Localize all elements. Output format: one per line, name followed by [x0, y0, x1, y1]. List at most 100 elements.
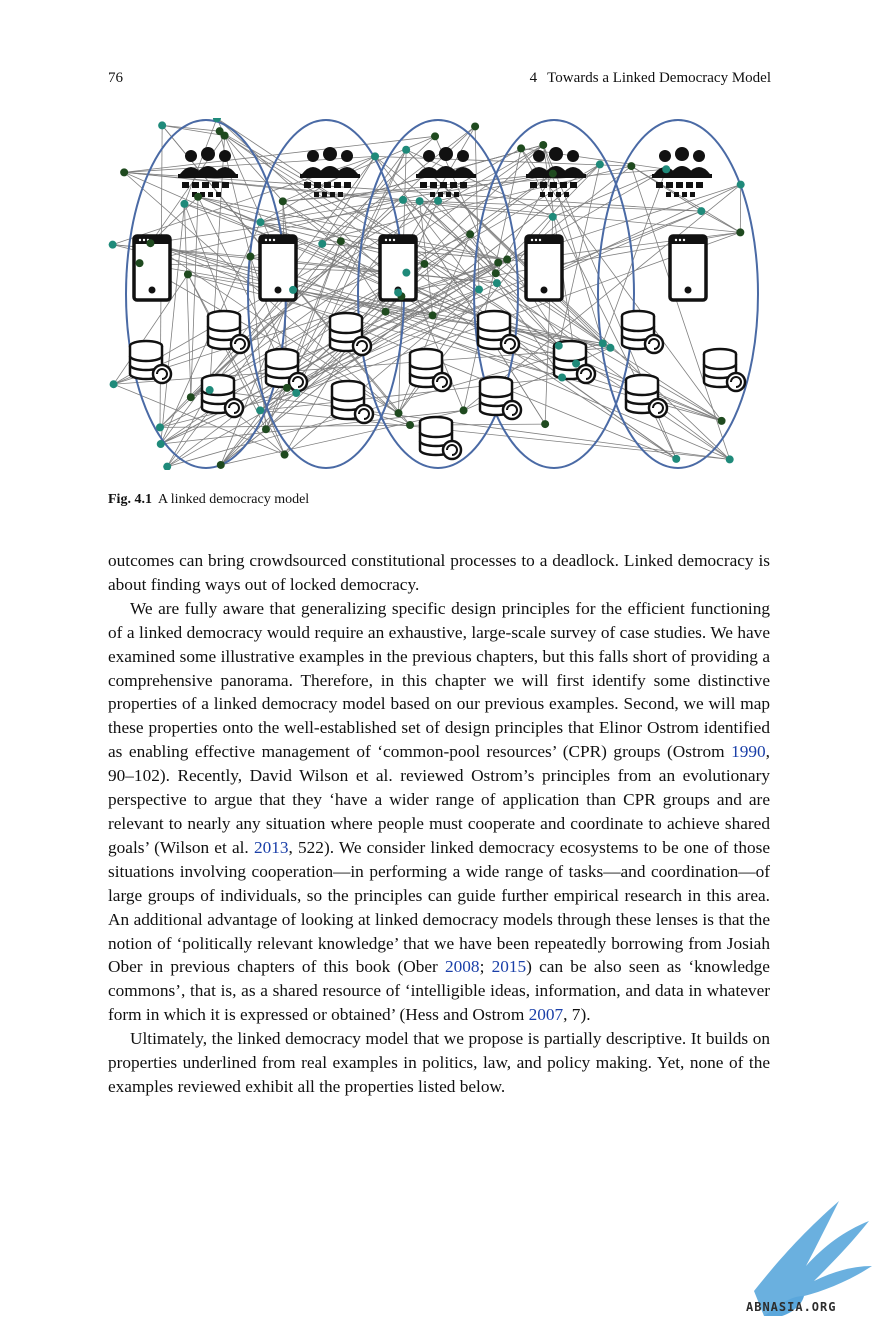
paragraph-2: We are fully aware that generalizing spe… — [108, 597, 770, 1027]
network-node — [394, 409, 403, 418]
smartphone-icon — [668, 234, 708, 302]
people-group-icon — [300, 147, 360, 197]
network-node — [261, 425, 270, 434]
network-link — [220, 292, 399, 466]
network-link — [495, 165, 632, 274]
network-link — [419, 200, 497, 274]
network-node — [595, 160, 604, 169]
network-link — [374, 156, 604, 344]
network-link — [405, 149, 604, 344]
citation-hess-ostrom-2007[interactable]: 2007 — [528, 1005, 564, 1025]
network-link — [292, 144, 544, 291]
network-node — [318, 239, 327, 248]
network-link — [190, 144, 544, 398]
database-sync-icon — [478, 375, 523, 421]
network-link — [374, 156, 480, 290]
network-link — [286, 282, 498, 389]
paragraph-1: outcomes can bring crowdsourced constitu… — [108, 551, 770, 594]
network-node — [108, 240, 117, 249]
network-link — [162, 124, 220, 132]
chapter-number: 4 — [529, 70, 538, 86]
network-link — [159, 289, 294, 428]
network-node — [381, 307, 390, 316]
network-link — [260, 144, 544, 223]
people-group-icon — [652, 147, 712, 197]
network-node — [697, 207, 706, 216]
network-node — [186, 393, 195, 402]
network-node — [156, 440, 165, 449]
citation-ostrom-1990[interactable]: 1990 — [731, 742, 766, 762]
network-node — [548, 169, 557, 178]
network-node — [280, 450, 289, 459]
cluster-ellipse — [473, 119, 635, 469]
paragraph-2-text-b: , 90–102). Recently, David Wilson et al.… — [108, 742, 770, 857]
network-node — [539, 140, 548, 149]
network-node — [158, 121, 167, 130]
network-link — [139, 262, 603, 344]
network-link — [282, 173, 553, 202]
network-link — [250, 165, 632, 257]
network-link — [219, 130, 722, 422]
network-link — [113, 262, 499, 385]
network-link — [419, 200, 560, 346]
network-node — [459, 406, 468, 415]
network-node — [428, 311, 437, 320]
running-head: 4 Towards a Linked Democracy Model — [530, 70, 771, 87]
figure-label: Fig. 4.1 — [108, 492, 152, 507]
network-node — [717, 416, 726, 425]
network-link — [282, 168, 667, 202]
network-node — [109, 380, 118, 389]
network-node — [517, 144, 526, 153]
network-link — [496, 282, 730, 460]
network-node — [256, 218, 265, 227]
network-node — [736, 180, 745, 189]
network-link — [184, 203, 192, 398]
cluster-ellipse — [357, 119, 519, 469]
network-link — [160, 203, 185, 445]
network-node — [434, 196, 443, 205]
network-link — [160, 410, 464, 445]
network-link — [160, 387, 288, 445]
network-node — [598, 339, 607, 348]
network-link — [113, 383, 285, 456]
network-link — [113, 347, 611, 385]
network-link — [630, 165, 731, 460]
network-node — [399, 195, 408, 204]
network-node — [120, 168, 129, 177]
citation-ober-2008[interactable]: 2008 — [445, 957, 480, 977]
network-link — [162, 124, 225, 137]
network-link — [250, 256, 730, 460]
network-link — [496, 282, 563, 378]
network-link — [282, 135, 436, 202]
network-link — [406, 173, 554, 273]
network-link — [521, 148, 667, 170]
network-node — [194, 192, 203, 201]
network-node — [606, 343, 615, 352]
citation-separator: ; — [479, 957, 492, 977]
database-sync-icon — [418, 415, 463, 461]
paragraph-2-text-e: , 7). — [563, 1005, 591, 1025]
network-node — [278, 197, 287, 206]
paragraph-2-text-c: , 522). We consider linked democracy eco… — [108, 837, 771, 977]
page-number: 76 — [108, 70, 123, 86]
linked-democracy-figure — [108, 118, 759, 470]
network-node — [216, 460, 225, 469]
network-node — [183, 270, 192, 279]
network-node — [292, 389, 301, 398]
network-node — [471, 122, 480, 131]
network-node — [492, 279, 501, 288]
network-node — [558, 373, 567, 382]
citation-ober-2015[interactable]: 2015 — [491, 957, 527, 977]
citation-wilson-2013[interactable]: 2013 — [253, 837, 289, 857]
network-link — [260, 173, 553, 223]
network-node — [406, 421, 415, 430]
network-node — [215, 127, 224, 136]
network-node — [415, 197, 424, 206]
figure-caption-text: A linked democracy model — [157, 492, 310, 507]
network-node — [205, 386, 214, 395]
body-text: outcomes can bring crowdsourced constitu… — [108, 549, 770, 1099]
network-node — [156, 423, 165, 432]
network-node — [672, 454, 681, 463]
network-node — [541, 420, 550, 429]
network-node — [146, 239, 155, 248]
